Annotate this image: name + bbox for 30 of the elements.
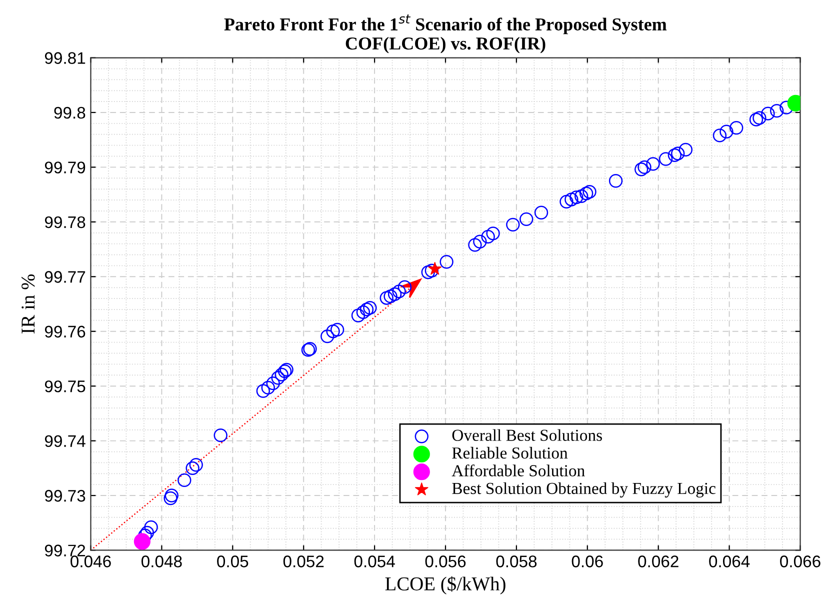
x-axis-title: LCOE ($/kWh) <box>385 576 506 594</box>
legend-label: Overall Best Solutions <box>452 429 602 441</box>
y-tick-label: 99.73 <box>44 490 86 502</box>
x-tick-label: 0.06 <box>572 556 603 568</box>
legend-label: Affordable Solution <box>452 464 585 476</box>
y-tick-label: 99.81 <box>44 52 86 64</box>
y-tick-label: 99.77 <box>44 271 86 283</box>
y-tick-label: 99.78 <box>44 216 86 228</box>
x-tick-label: 0.048 <box>142 556 182 568</box>
x-tick-label: 0.066 <box>780 556 820 568</box>
x-tick-label: 0.05 <box>217 556 248 568</box>
point <box>134 533 150 550</box>
y-tick-label: 99.75 <box>44 380 86 392</box>
legend-label: Reliable Solution <box>452 446 568 459</box>
y-tick-label: 99.79 <box>44 162 86 174</box>
y-axis-title: IR in % <box>22 274 35 334</box>
legend-label: Best Solution Obtained by Fuzzy Logic <box>452 482 716 498</box>
point <box>428 262 442 275</box>
y-tick-label: 99.74 <box>44 435 86 448</box>
x-tick-label: 0.064 <box>709 556 750 568</box>
x-tick-label: 0.054 <box>354 556 395 568</box>
y-tick-label: 99.72 <box>44 544 86 556</box>
x-tick-label: 0.062 <box>638 556 678 568</box>
y-tick-label: 99.8 <box>54 106 86 119</box>
chart-title: Pareto Front For the 1$^{st}$ Scenario of the Proposed System COF(LCOE) vs. ROF(IR) <box>224 14 667 54</box>
x-tick-label: 0.052 <box>283 556 324 568</box>
y-tick-label: 99.76 <box>44 326 86 338</box>
x-tick-label: 0.058 <box>496 556 537 568</box>
x-tick-label: 0.056 <box>425 556 466 568</box>
x-tick-label: 0.046 <box>70 556 111 568</box>
